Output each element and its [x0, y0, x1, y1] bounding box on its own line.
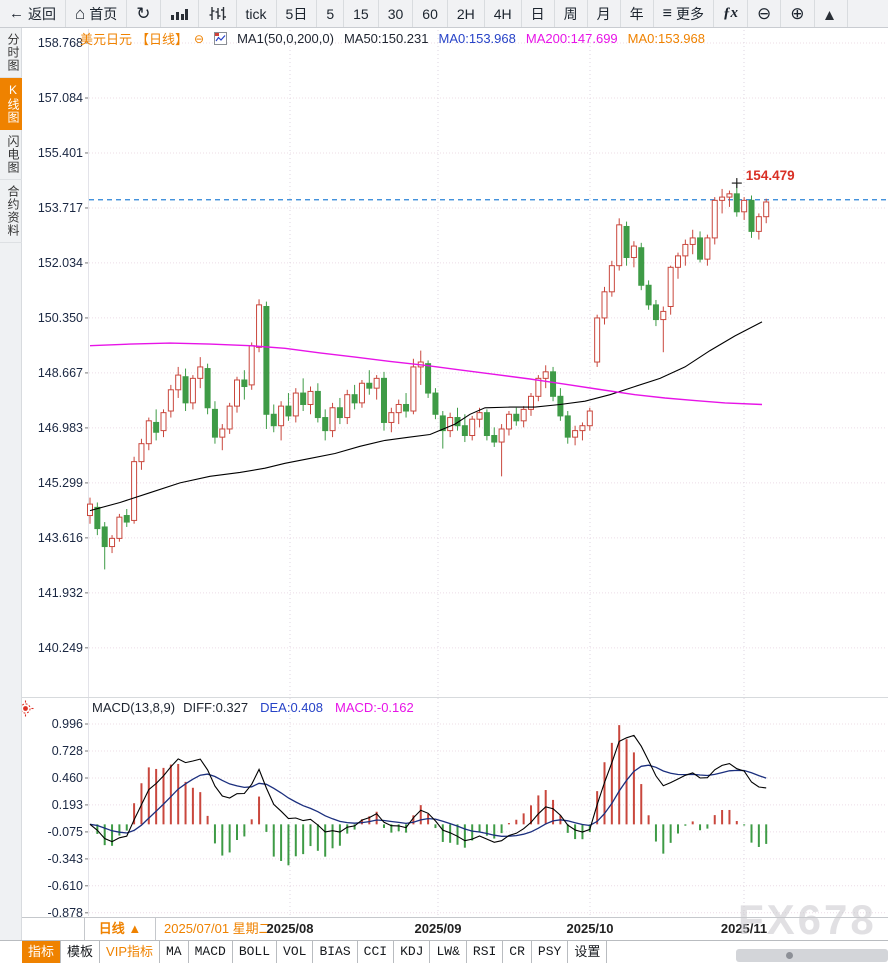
tab-vol[interactable]: VOL	[277, 941, 314, 963]
macd-legend: MACD(13,8,9) DIFF:0.327 DEA:0.408 MACD:-…	[92, 700, 414, 715]
price-axis-tick: 141.932	[38, 586, 83, 600]
zoom-out-button[interactable]: ⊖	[748, 0, 782, 27]
interval-week[interactable]: 周	[555, 0, 588, 27]
macd-axis-tick: 0.460	[52, 771, 83, 785]
more-menu-button[interactable]: ≡ 更多	[654, 0, 715, 27]
interval-5m[interactable]: 5	[317, 0, 345, 27]
macd-axis-tick: -0.343	[48, 852, 83, 866]
home-button[interactable]: ⌂ 首页	[66, 0, 128, 27]
period-selector[interactable]: 日线 ▲	[84, 918, 156, 940]
price-axis-tick: 158.768	[38, 36, 83, 50]
interval-60m[interactable]: 60	[413, 0, 448, 27]
tab-settings[interactable]: 设置	[568, 941, 608, 963]
macd-formula: MACD(13,8,9)	[92, 700, 176, 715]
diff-line	[89, 734, 767, 843]
symbol-name: 美元日元	[80, 32, 133, 47]
macd-axis-tick: -0.610	[48, 879, 83, 893]
interval-year[interactable]: 年	[621, 0, 654, 27]
tab-lwr[interactable]: LW&	[430, 941, 467, 963]
tab-bias[interactable]: BIAS	[313, 941, 358, 963]
bar-chart-type-button[interactable]	[161, 0, 199, 27]
price-axis-tick: 157.084	[38, 91, 83, 105]
ma0-orange-value: MA0:153.968	[627, 31, 705, 46]
draw-tool-button[interactable]	[815, 0, 848, 27]
price-axis-tick: 145.299	[38, 476, 83, 490]
sidebar-item-kline-chart[interactable]: K线图	[0, 78, 22, 130]
price-axis-tick: 155.401	[38, 146, 83, 160]
x-axis-month-label: 2025/11	[720, 921, 768, 936]
ma50-value: MA50:150.231	[343, 31, 429, 46]
x-axis-month-label: 2025/10	[566, 921, 614, 936]
period-tag: 【日线】	[136, 32, 189, 47]
sidebar-item-contract-info[interactable]: 合约资料	[0, 180, 22, 243]
candlestick-layer: 154.479	[87, 168, 886, 570]
grid-layer	[22, 29, 888, 916]
back-button[interactable]: ← 返回	[0, 0, 66, 27]
macd-hist-value: MACD:-0.162	[334, 700, 414, 715]
macd-axis-tick: 0.193	[52, 798, 83, 812]
dea-line	[89, 764, 767, 837]
interval-2h[interactable]: 2H	[448, 0, 485, 27]
indicator-mini-icon[interactable]	[214, 32, 228, 45]
price-axis-tick: 148.667	[38, 366, 83, 380]
tab-rsi[interactable]: RSI	[467, 941, 504, 963]
ma50-line	[89, 321, 763, 512]
sidebar-item-time-chart[interactable]: 分时图	[0, 28, 22, 78]
tab-indicator[interactable]: 指标	[22, 941, 62, 963]
scrollbar-dot	[786, 952, 793, 959]
tab-ma[interactable]: MA	[160, 941, 189, 963]
macd-dea-value: DEA:0.408	[260, 700, 323, 715]
tab-cci[interactable]: CCI	[358, 941, 395, 963]
horizontal-scrollbar[interactable]	[736, 949, 888, 962]
interval-30m[interactable]: 30	[379, 0, 414, 27]
tab-psy[interactable]: PSY	[532, 941, 569, 963]
ma200-value: MA200:147.699	[525, 31, 618, 46]
high-price-annotation: 154.479	[746, 168, 795, 183]
tab-kdj[interactable]: KDJ	[394, 941, 431, 963]
price-axis-tick: 143.616	[38, 531, 83, 545]
price-axis-tick: 150.350	[38, 311, 83, 325]
interval-month[interactable]: 月	[588, 0, 621, 27]
macd-axis-tick: 0.728	[52, 744, 83, 758]
macd-layer	[89, 725, 768, 866]
ma-formula: MA1(50,0,200,0)	[237, 31, 334, 46]
collapse-legend-icon[interactable]: ⊖	[194, 31, 205, 46]
x-axis-month-label: 2025/09	[414, 921, 462, 936]
crosshair-date-label: 2025/07/01 星期二	[164, 921, 272, 936]
indicator-tabs-row: 指标 模板 VIP指标 MA MACD BOLL VOL BIAS CCI KDJ LW& RSI CR…	[0, 940, 888, 963]
ma200-line	[89, 342, 763, 406]
interval-5d[interactable]: 5日	[277, 0, 318, 27]
price-chart-legend: 美元日元 【日线】 ⊖ MA1(50,0,200,0) MA50:150.231…	[80, 29, 705, 48]
tab-vip-indicator[interactable]: VIP指标	[100, 941, 160, 963]
interval-4h[interactable]: 4H	[485, 0, 522, 27]
macd-axis-tick: 0.996	[52, 717, 83, 731]
x-axis-month-label: 2025/08	[266, 921, 314, 936]
ma0-blue-value: MA0:153.968	[438, 31, 516, 46]
interval-day[interactable]: 日	[522, 0, 555, 27]
indicator-fx-button[interactable]: ƒx	[714, 0, 749, 27]
macd-axis-tick: -0.075	[48, 825, 83, 839]
sidebar-item-lightning-chart[interactable]: 闪电图	[0, 130, 22, 180]
interval-15m[interactable]: 15	[344, 0, 379, 27]
ohlc-chart-type-button[interactable]	[199, 0, 237, 27]
price-axis-tick: 140.249	[38, 641, 83, 655]
zoom-in-button[interactable]: ⊕	[781, 0, 815, 27]
macd-axis-tick: -0.878	[48, 906, 83, 920]
chart-type-sidebar: 分时图 K线图 闪电图 合约资料	[0, 28, 22, 940]
tab-macd[interactable]: MACD	[189, 941, 233, 963]
price-axis-tick: 153.717	[38, 201, 83, 215]
interval-tick[interactable]: tick	[237, 0, 277, 27]
x-axis-label-row: 日线 ▲ 2025/07/01 星期二 2025/08 2025/09 2025/1…	[22, 917, 888, 940]
macd-diff-value: DIFF:0.327	[183, 700, 249, 715]
tab-cr[interactable]: CR	[503, 941, 532, 963]
tab-template[interactable]: 模板	[61, 941, 101, 963]
price-axis-tick: 152.034	[38, 256, 83, 270]
top-toolbar: ← 返回 ⌂ 首页 ↻ tick 5日 5 15 30 60 2H 4H 日周月年 ≡ 更多 ƒx ⊖ ⊕	[0, 0, 888, 28]
price-axis-tick: 146.983	[38, 421, 83, 435]
refresh-button[interactable]: ↻	[127, 0, 161, 27]
tab-boll[interactable]: BOLL	[233, 941, 278, 963]
